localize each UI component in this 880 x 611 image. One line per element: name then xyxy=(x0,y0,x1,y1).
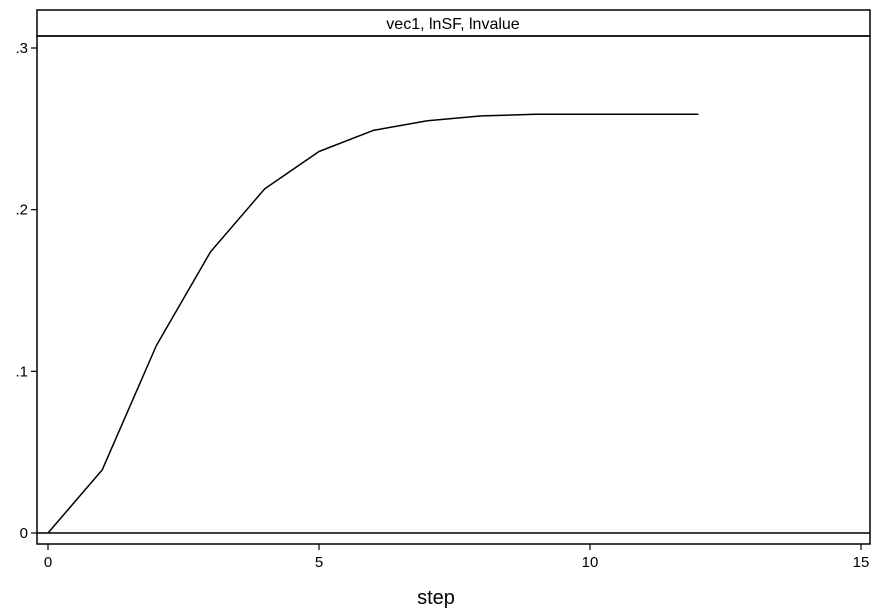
x-axis-title: step xyxy=(417,587,455,609)
y-tick-label: .2 xyxy=(15,202,28,219)
y-tick-label: .1 xyxy=(15,363,28,380)
x-tick-label: 0 xyxy=(44,554,52,571)
y-tick-label: 0 xyxy=(20,525,28,542)
x-tick-label: 15 xyxy=(853,554,870,571)
series-line xyxy=(47,113,699,534)
x-axis: 0 5 10 15 xyxy=(44,544,870,571)
panel-title-strip xyxy=(36,9,871,37)
y-axis: 0 .1 .2 .3 xyxy=(15,40,37,542)
plot-frame xyxy=(36,35,871,545)
panel-title: vec1, lnSF, lnvalue xyxy=(386,16,520,33)
x-tick-label: 5 xyxy=(315,554,323,571)
y-tick-label: .3 xyxy=(15,40,28,57)
x-tick-label: 10 xyxy=(582,554,599,571)
